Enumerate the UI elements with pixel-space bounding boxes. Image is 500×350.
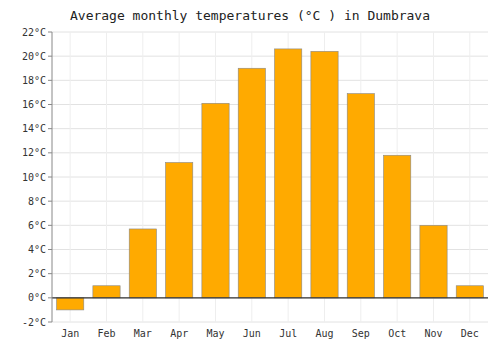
y-tick xyxy=(48,32,52,33)
chart-container: Average monthly temperatures (°C ) in Du… xyxy=(0,0,500,350)
x-tick-label: May xyxy=(206,328,224,339)
x-tick-label: Oct xyxy=(388,328,406,339)
bar xyxy=(275,49,302,298)
y-tick xyxy=(48,297,52,298)
y-tick xyxy=(48,128,52,129)
y-grid-line xyxy=(52,152,488,153)
y-tick-label: 10°C xyxy=(22,172,46,183)
bar xyxy=(456,286,483,298)
y-tick xyxy=(48,201,52,202)
x-grid-line xyxy=(469,32,470,322)
y-tick xyxy=(48,249,52,250)
bar xyxy=(57,298,84,310)
x-tick-label: Jul xyxy=(279,328,297,339)
y-grid-line xyxy=(52,201,488,202)
y-grid-line xyxy=(52,56,488,57)
bar xyxy=(129,229,156,298)
bar xyxy=(93,286,120,298)
bar xyxy=(238,68,265,298)
y-grid-line xyxy=(52,32,488,33)
x-tick-label: Apr xyxy=(170,328,188,339)
y-tick-label: -2°C xyxy=(22,317,46,328)
y-axis: -2°C 0°C 2°C 4°C 6°C 8°C 10°C 12°C 14°C 16°C 18°C 2… xyxy=(22,27,52,328)
y-tick xyxy=(48,104,52,105)
y-tick-label: 2°C xyxy=(28,268,46,279)
y-grid-line xyxy=(52,322,488,323)
y-grid-line xyxy=(52,177,488,178)
y-tick xyxy=(48,177,52,178)
y-tick-label: 22°C xyxy=(22,27,46,38)
title: Average monthly temperatures (°C ) in Du… xyxy=(70,8,430,23)
y-grid-line xyxy=(52,297,488,298)
y-grid-line xyxy=(52,104,488,105)
bar xyxy=(384,155,411,298)
y-grid-line xyxy=(52,80,488,81)
x-axis: Jan Feb Mar Apr May Jun Jul Aug Sep Oct Nov Dec xyxy=(61,328,479,339)
bar xyxy=(311,51,338,298)
y-tick-label: 14°C xyxy=(22,123,46,134)
zero-line xyxy=(52,297,488,298)
y-tick-label: 12°C xyxy=(22,147,46,158)
x-tick-label: Nov xyxy=(424,328,442,339)
x-tick-label: Sep xyxy=(352,328,370,339)
grid xyxy=(52,32,488,322)
bar xyxy=(166,163,193,298)
bars xyxy=(52,49,488,310)
y-tick xyxy=(48,273,52,274)
bar xyxy=(347,94,374,298)
bar xyxy=(420,225,447,297)
chart: Average monthly temperatures (°C ) in Du… xyxy=(0,0,500,350)
x-tick-label: Jun xyxy=(243,328,261,339)
y-tick-label: 8°C xyxy=(28,196,46,207)
y-tick xyxy=(48,80,52,81)
x-grid-line xyxy=(106,32,107,322)
y-tick xyxy=(48,152,52,153)
x-grid-line xyxy=(70,32,71,322)
y-tick-label: 20°C xyxy=(22,51,46,62)
bar xyxy=(202,103,229,298)
x-tick-label: Feb xyxy=(97,328,115,339)
y-tick-label: 4°C xyxy=(28,244,46,255)
y-grid-line xyxy=(52,128,488,129)
y-tick-label: 18°C xyxy=(22,75,46,86)
y-tick xyxy=(48,56,52,57)
x-tick-label: Aug xyxy=(315,328,333,339)
y-tick-label: 6°C xyxy=(28,220,46,231)
y-tick-label: 16°C xyxy=(22,99,46,110)
y-tick-label: 0°C xyxy=(28,292,46,303)
y-tick xyxy=(48,322,52,323)
y-tick xyxy=(48,225,52,226)
x-tick-label: Dec xyxy=(461,328,479,339)
x-tick-label: Jan xyxy=(61,328,79,339)
x-tick-label: Mar xyxy=(134,328,152,339)
